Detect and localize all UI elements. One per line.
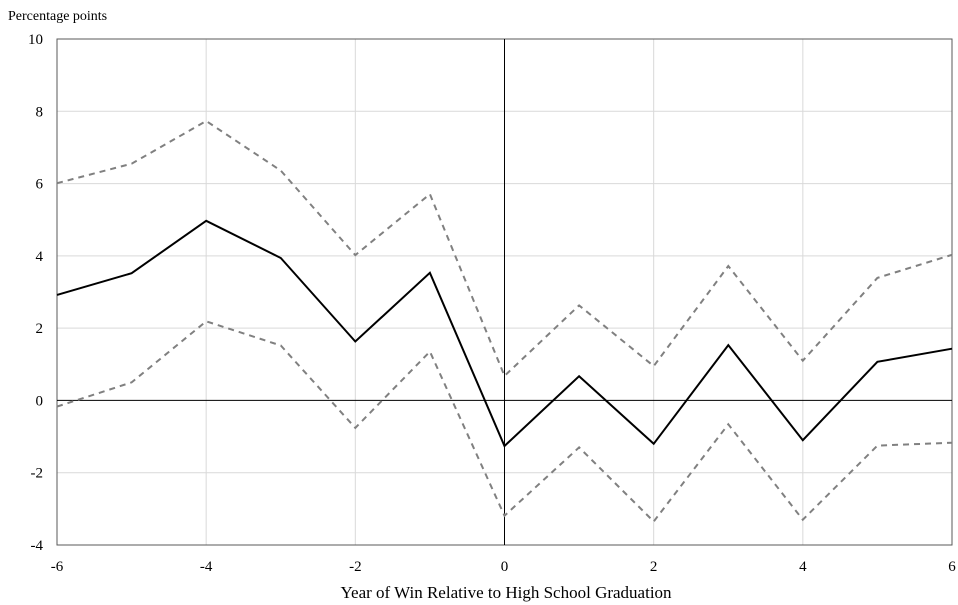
y-tick-label: 4	[36, 249, 44, 265]
lower-bound-line	[56, 320, 953, 524]
x-tick-label: 6	[948, 559, 956, 575]
y-tick-label: 0	[36, 393, 44, 409]
x-axis-title: Year of Win Relative to High School Grad…	[340, 583, 672, 602]
y-tick-label: -4	[31, 538, 44, 554]
x-tick-label: 2	[650, 559, 658, 575]
tick-labels: -4 -2 0 2 4 6 8 10 -6 -4 -2 0 2 4 6	[28, 32, 956, 575]
estimate-line	[56, 219, 953, 448]
x-tick-label: -6	[51, 559, 64, 575]
axes	[56, 38, 953, 546]
y-tick-label: 8	[36, 104, 44, 120]
x-tick-label: 4	[799, 559, 807, 575]
y-tick-label: 10	[28, 32, 43, 48]
x-tick-label: -2	[349, 559, 362, 575]
y-tick-label: 2	[36, 321, 44, 337]
y-tick-label: 6	[36, 177, 44, 193]
y-tick-label: -2	[31, 466, 44, 482]
x-tick-label: -4	[200, 559, 213, 575]
upper-bound-line	[56, 119, 953, 378]
y-axis-title: Percentage points	[8, 9, 107, 24]
x-tick-label: 0	[501, 559, 509, 575]
series-lines	[56, 119, 953, 524]
